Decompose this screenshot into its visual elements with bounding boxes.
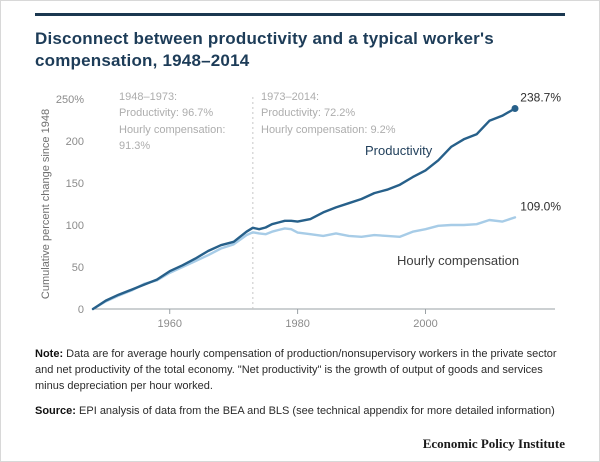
y-tick-label: 100 xyxy=(66,220,84,232)
y-axis-label: Cumulative percent change since 1948 xyxy=(40,109,52,299)
compensation-end-value: 109.0% xyxy=(520,199,561,213)
y-tick-label: 0 xyxy=(78,304,84,316)
compensation-series-label: Hourly compensation xyxy=(397,252,520,268)
annotation-line: 1948–1973: xyxy=(119,90,178,103)
note-text: Data are for average hourly compensation… xyxy=(35,347,557,392)
note-label: Note: xyxy=(35,347,64,360)
annotation-line: 91.3% xyxy=(119,140,151,153)
productivity-end-value: 238.7% xyxy=(520,90,561,104)
brand-economic-policy-institute: Economic Policy Institute xyxy=(422,436,565,451)
page-title: Disconnect between productivity and a ty… xyxy=(35,29,494,71)
productivity-line xyxy=(91,107,517,311)
top-rule xyxy=(35,13,565,16)
y-tick-label: 50 xyxy=(72,262,84,274)
annotation-line: Hourly compensation: 9.2% xyxy=(261,123,396,136)
note: Note: Data are for average hourly compen… xyxy=(35,347,559,395)
compensation-line xyxy=(91,216,517,311)
y-tick-label: 250% xyxy=(56,94,84,106)
x-tick-label: 2000 xyxy=(413,318,437,330)
y-tick-label: 200 xyxy=(66,136,84,148)
line-chart: Cumulative percent change since 1948 0 50 1… xyxy=(40,90,561,330)
annotation-line: 1973–2014: xyxy=(261,90,320,103)
annotation-line: Productivity: 96.7% xyxy=(119,107,214,120)
annotation-1948-1973: 1948–1973: Productivity: 96.7% Hourly co… xyxy=(119,89,225,155)
annotation-1973-2014: 1973–2014: Productivity: 72.2% Hourly co… xyxy=(261,89,396,139)
productivity-series-label: Productivity xyxy=(365,142,433,158)
chart-area: Cumulative percent change since 1948 0 50 1… xyxy=(35,83,565,335)
y-tick-label: 150 xyxy=(66,178,84,190)
source: Source: EPI analysis of data from the BE… xyxy=(35,404,559,420)
x-tick-label: 1980 xyxy=(285,318,309,330)
source-text: EPI analysis of data from the BEA and BL… xyxy=(79,404,555,417)
x-tick-label: 1960 xyxy=(157,318,181,330)
source-label: Source: xyxy=(35,404,76,417)
annotation-line: Hourly compensation: xyxy=(119,123,226,136)
line-end-dot xyxy=(511,104,519,112)
annotation-line: Productivity: 72.2% xyxy=(261,107,356,120)
